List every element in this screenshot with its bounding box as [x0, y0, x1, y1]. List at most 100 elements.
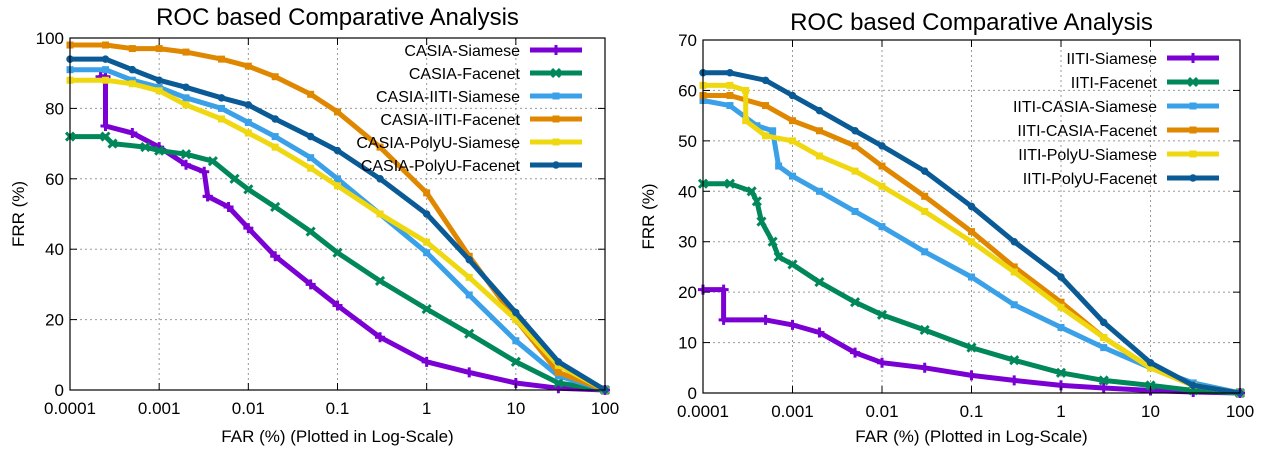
data-point — [423, 189, 431, 197]
data-point — [554, 368, 562, 376]
data-point — [155, 76, 163, 84]
left-series-casia-facenet-line — [67, 134, 608, 393]
data-point — [270, 201, 281, 213]
right-x-tick-label: 100 — [1226, 402, 1254, 421]
data-point — [271, 133, 279, 141]
left-x-tick-label: 1 — [422, 399, 431, 418]
data-point — [753, 122, 761, 130]
right-x-tick-label: 0.1 — [960, 402, 984, 421]
right-x-tick-label: 0.01 — [865, 402, 898, 421]
data-point — [1189, 381, 1197, 390]
data-point — [1055, 367, 1067, 378]
data-point — [921, 192, 929, 200]
data-point — [155, 45, 163, 53]
data-point — [775, 162, 783, 170]
data-point — [101, 55, 110, 63]
data-point — [243, 223, 254, 234]
right-grid — [703, 40, 1240, 393]
left-x-tick-label: 0.0001 — [44, 399, 96, 418]
legend-item: IITI-PolyU-Facenet — [1023, 171, 1219, 188]
data-point — [726, 102, 734, 110]
data-point — [305, 226, 316, 237]
data-point — [1009, 375, 1020, 386]
data-point — [968, 238, 975, 246]
data-point — [1100, 344, 1108, 352]
data-point — [877, 357, 887, 368]
left-ticks: 0.0001 0.001 0.01 0.1 1 10 100 0 20 40 60 80 100 — [36, 29, 620, 418]
right-x-tick-label: 10 — [1141, 402, 1160, 421]
data-point — [815, 187, 823, 195]
data-point — [307, 154, 315, 162]
data-point — [1009, 355, 1020, 366]
left-series-casia-polyu-siamese-line — [67, 77, 608, 393]
data-point — [724, 178, 736, 189]
data-point — [100, 131, 111, 142]
data-point — [814, 327, 825, 338]
left-y-tick-label: 20 — [45, 311, 64, 330]
data-point — [921, 207, 929, 215]
data-point — [1010, 301, 1018, 309]
data-point — [742, 117, 750, 125]
right-x-tick-label: 0.0001 — [677, 402, 729, 421]
data-point — [307, 164, 315, 172]
legend-item: CASIA-IITI-Facenet — [380, 112, 582, 129]
left-y-axis-label: FRR (%) — [9, 181, 28, 247]
data-point — [307, 90, 315, 98]
data-point — [374, 275, 386, 286]
legend-item: CASIA-PolyU-Facenet — [361, 158, 582, 175]
data-point — [423, 238, 431, 246]
legend-label: IITI-PolyU-Facenet — [1023, 171, 1158, 188]
data-point — [244, 118, 252, 126]
data-point — [154, 145, 165, 156]
data-point — [334, 182, 341, 190]
legend-item: CASIA-PolyU-Siamese — [356, 135, 582, 152]
data-point — [1010, 237, 1018, 246]
right-series-iiti-facenet-points — [697, 178, 1246, 399]
data-point — [421, 356, 432, 367]
data-point — [127, 128, 138, 139]
data-point — [140, 142, 151, 153]
data-point — [334, 175, 341, 183]
right-x-axis-label: FAR (%) (Plotted in Log-Scale) — [855, 427, 1087, 446]
legend-item: CASIA-IITI-Siamese — [376, 89, 582, 106]
data-point — [919, 324, 930, 336]
legend-label: CASIA-IITI-Siamese — [376, 89, 520, 106]
data-point — [464, 367, 475, 378]
data-point — [718, 314, 729, 325]
data-point — [767, 236, 778, 247]
data-point — [464, 328, 475, 339]
data-point — [423, 249, 431, 257]
data-point — [968, 228, 975, 236]
left-x-axis-label: FAR (%) (Plotted in Log-Scale) — [221, 427, 453, 446]
right-y-tick-label: 30 — [678, 233, 697, 252]
right-series-group — [697, 69, 1246, 399]
data-point — [789, 172, 796, 180]
data-point — [726, 69, 734, 77]
data-point — [742, 86, 750, 94]
data-point — [762, 132, 770, 140]
data-point — [202, 191, 213, 202]
data-point — [849, 297, 861, 308]
left-x-tick-label: 0.01 — [232, 399, 265, 418]
data-point — [814, 276, 825, 288]
data-point — [332, 247, 343, 258]
data-point — [851, 127, 859, 135]
data-point — [968, 273, 975, 281]
legend-item: IITI-CASIA-Facenet — [1017, 123, 1219, 140]
left-x-tick-label: 10 — [506, 399, 525, 418]
data-point — [762, 102, 770, 110]
data-point — [333, 146, 342, 155]
data-point — [851, 167, 859, 175]
data-point — [756, 216, 767, 227]
data-point — [1098, 382, 1109, 393]
legend-item: CASIA-Siamese — [404, 43, 582, 60]
data-point — [878, 162, 886, 170]
data-point — [1147, 364, 1154, 372]
data-point — [244, 129, 252, 137]
data-point — [128, 45, 136, 53]
data-point — [751, 196, 762, 207]
legend-item: IITI-Facenet — [1071, 75, 1219, 92]
legend-label: IITI-CASIA-Facenet — [1017, 123, 1157, 140]
data-point — [554, 358, 563, 366]
